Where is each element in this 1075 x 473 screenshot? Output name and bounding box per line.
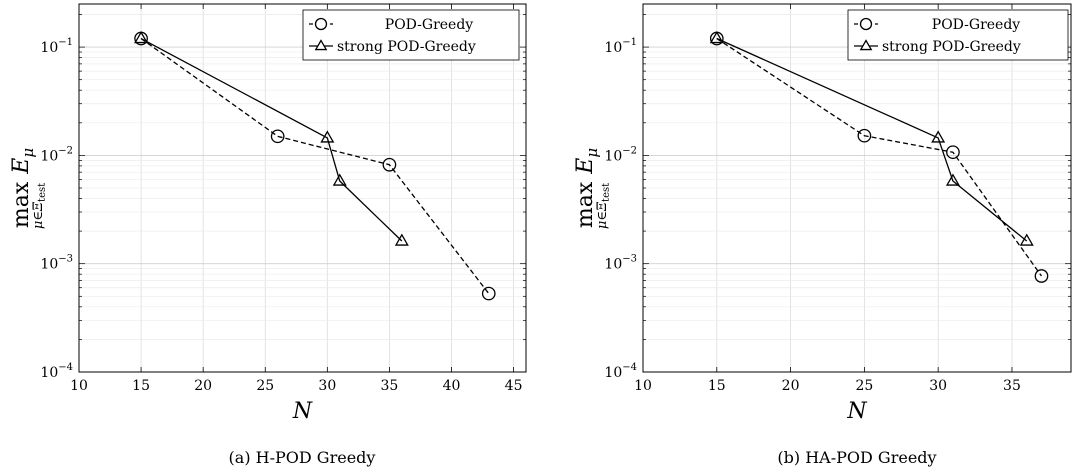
data-point-triangle: [1019, 233, 1034, 246]
data-point-triangle: [709, 31, 724, 44]
y-axis-title-var-sub: μ: [583, 148, 601, 158]
legend-label: strong POD-Greedy: [337, 39, 476, 55]
y-axis-title: max Eμ μ∈Ξtest: [9, 148, 48, 229]
data-point-circle: [382, 157, 397, 172]
legend-box: [302, 9, 520, 61]
x-tick-label: 15: [132, 378, 150, 394]
y-axis-title: max Eμ μ∈Ξtest: [573, 148, 612, 229]
x-tick-label: 30: [318, 378, 336, 394]
y-axis-title-max: max: [9, 181, 34, 228]
data-point-circle: [857, 128, 872, 143]
y-tick-label: 10−1: [604, 37, 637, 56]
y-tick-label: 10−4: [604, 362, 637, 381]
y-tick-base: 10: [604, 40, 622, 56]
y-axis-title-var: E: [573, 158, 598, 175]
data-point-circle: [270, 129, 285, 144]
data-point-triangle: [394, 233, 409, 246]
y-axis-title-under-set: μ∈Ξ: [595, 201, 610, 229]
series-strong-pod-greedy: [709, 31, 1034, 246]
y-tick-base: 10: [604, 257, 622, 273]
data-point-triangle: [332, 173, 347, 186]
series-line: [716, 37, 1043, 277]
data-point-circle: [1034, 269, 1049, 283]
y-tick-label: 10−3: [40, 254, 73, 273]
series-line: [140, 37, 490, 294]
legend-label: POD-Greedy: [385, 17, 474, 33]
y-tick-exponent: −4: [622, 362, 637, 373]
y-tick-exponent: −1: [622, 37, 637, 48]
data-point-circle: [946, 145, 960, 160]
data-point-triangle: [134, 31, 149, 44]
legend-marker-triangle: [314, 39, 328, 51]
figure-caption: (a) H-POD Greedy: [229, 448, 376, 467]
y-axis-title-main: max Eμ: [9, 148, 37, 228]
y-tick-base: 10: [604, 148, 622, 164]
y-tick-base: 10: [40, 40, 58, 56]
series-pod-greedy: [709, 31, 1049, 283]
x-axis-title: N: [846, 399, 867, 424]
y-tick-exponent: −2: [58, 145, 73, 156]
x-axis-title: N: [292, 399, 313, 424]
y-axis-title-var: E: [9, 158, 34, 175]
y-axis-title-max: max: [573, 181, 598, 228]
y-tick-base: 10: [40, 148, 58, 164]
y-tick-exponent: −3: [58, 254, 73, 265]
legend-label: POD-Greedy: [932, 17, 1021, 33]
chart-panel-a: 10 15 20 25 30 35 40 4510−410−310−210−1NmaxEμμ∈…: [9, 3, 527, 467]
y-axis-title-under: μ∈Ξtest: [31, 183, 48, 229]
series-line: [140, 37, 403, 242]
legend-marker-circle: [314, 17, 328, 31]
x-tick-label: 15: [708, 378, 726, 394]
x-tick-label: 20: [194, 378, 212, 394]
y-axis-title-main: max Eμ: [573, 148, 601, 228]
y-tick-base: 10: [40, 365, 58, 381]
y-tick-exponent: −4: [58, 362, 73, 373]
y-axis-title-under: μ∈Ξtest: [595, 183, 612, 229]
x-tick-label: 40: [443, 378, 461, 394]
series-strong-pod-greedy: [134, 31, 409, 246]
data-point-circle: [481, 286, 496, 301]
chart-panel-b: 10 15 20 25 30 3510−410−310−210−1NmaxEμμ∈Ξtes…: [573, 3, 1072, 467]
x-tick-label: 20: [782, 378, 800, 394]
legend: POD-Greedy strong POD-Greedy: [847, 9, 1069, 61]
x-tick-label: 35: [381, 378, 399, 394]
y-tick-label: 10−2: [604, 145, 637, 164]
figure-caption: (b) HA-POD Greedy: [777, 448, 936, 467]
y-tick-exponent: −2: [622, 145, 637, 156]
legend-label: strong POD-Greedy: [882, 39, 1021, 55]
legend-box: [847, 9, 1069, 61]
x-tick-label: 45: [505, 378, 523, 394]
y-axis-title-under-sub: test: [601, 183, 612, 202]
y-tick-base: 10: [40, 257, 58, 273]
y-axis-title-under-sub: test: [37, 183, 48, 202]
series-line: [716, 37, 1028, 242]
legend-marker-circle: [859, 17, 873, 31]
data-point-triangle: [945, 173, 960, 186]
x-tick-label: 25: [256, 378, 274, 394]
data-point-triangle: [320, 130, 335, 143]
y-tick-label: 10−4: [40, 362, 73, 381]
y-tick-label: 10−2: [40, 145, 73, 164]
legend-marker-triangle: [859, 39, 873, 51]
y-tick-base: 10: [604, 365, 622, 381]
x-tick-label: 10: [70, 378, 88, 394]
y-tick-exponent: −3: [622, 254, 637, 265]
legend: POD-Greedy strong POD-Greedy: [302, 9, 520, 61]
y-axis-title-under-set: μ∈Ξ: [31, 201, 46, 229]
x-tick-label: 10: [634, 378, 652, 394]
y-tick-label: 10−1: [40, 37, 73, 56]
x-tick-label: 25: [855, 378, 873, 394]
y-axis-title-var-sub: μ: [19, 148, 37, 158]
x-tick-label: 35: [1003, 378, 1021, 394]
data-point-triangle: [931, 130, 946, 143]
y-tick-exponent: −1: [58, 37, 73, 48]
y-tick-label: 10−3: [604, 254, 637, 273]
x-tick-label: 30: [929, 378, 947, 394]
series-pod-greedy: [134, 31, 496, 301]
